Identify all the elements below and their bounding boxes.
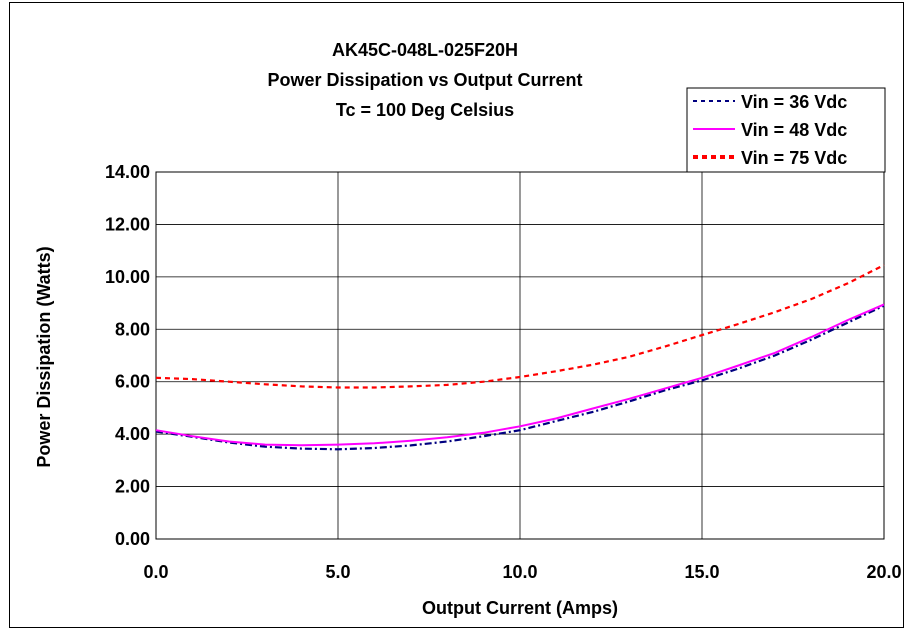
x-tick-label: 5.0 bbox=[325, 562, 350, 582]
y-tick-label: 10.00 bbox=[105, 267, 150, 287]
chart-title-line-2: Power Dissipation vs Output Current bbox=[267, 70, 582, 90]
series-line-2 bbox=[155, 303, 885, 447]
y-tick-label: 8.00 bbox=[115, 319, 150, 339]
y-tick-label: 12.00 bbox=[105, 214, 150, 234]
chart-title-line-1: AK45C-048L-025F20H bbox=[332, 40, 518, 60]
y-tick-label: 4.00 bbox=[115, 424, 150, 444]
x-tick-label: 15.0 bbox=[684, 562, 719, 582]
y-axis-label: Power Dissipation (Watts) bbox=[34, 246, 54, 467]
series-layer bbox=[155, 264, 885, 451]
plot-border bbox=[155, 171, 885, 540]
y-tick-label: 14.00 bbox=[105, 162, 150, 182]
x-tick-label: 10.0 bbox=[502, 562, 537, 582]
chart-title-line-3: Tc = 100 Deg Celsius bbox=[336, 100, 514, 120]
y-tick-label: 2.00 bbox=[115, 477, 150, 497]
legend-label-2: Vin = 48 Vdc bbox=[741, 120, 847, 140]
series-line-1 bbox=[155, 304, 885, 451]
x-tick-label: 0.0 bbox=[143, 562, 168, 582]
legend-label-1: Vin = 36 Vdc bbox=[741, 92, 847, 112]
y-tick-label: 0.00 bbox=[115, 529, 150, 549]
x-tick-label: 20.0 bbox=[866, 562, 901, 582]
y-tick-label: 6.00 bbox=[115, 372, 150, 392]
tick-labels: 0.00 2.00 4.00 6.00 8.00 10.00 12.00 14.00 0.0 5.… bbox=[105, 162, 902, 582]
legend-label-3: Vin = 75 Vdc bbox=[741, 148, 847, 168]
series-line-3 bbox=[155, 264, 885, 389]
legend: Vin = 36 Vdc Vin = 48 Vdc Vin = 75 Vdc bbox=[686, 87, 886, 173]
x-axis-label: Output Current (Amps) bbox=[422, 598, 618, 618]
